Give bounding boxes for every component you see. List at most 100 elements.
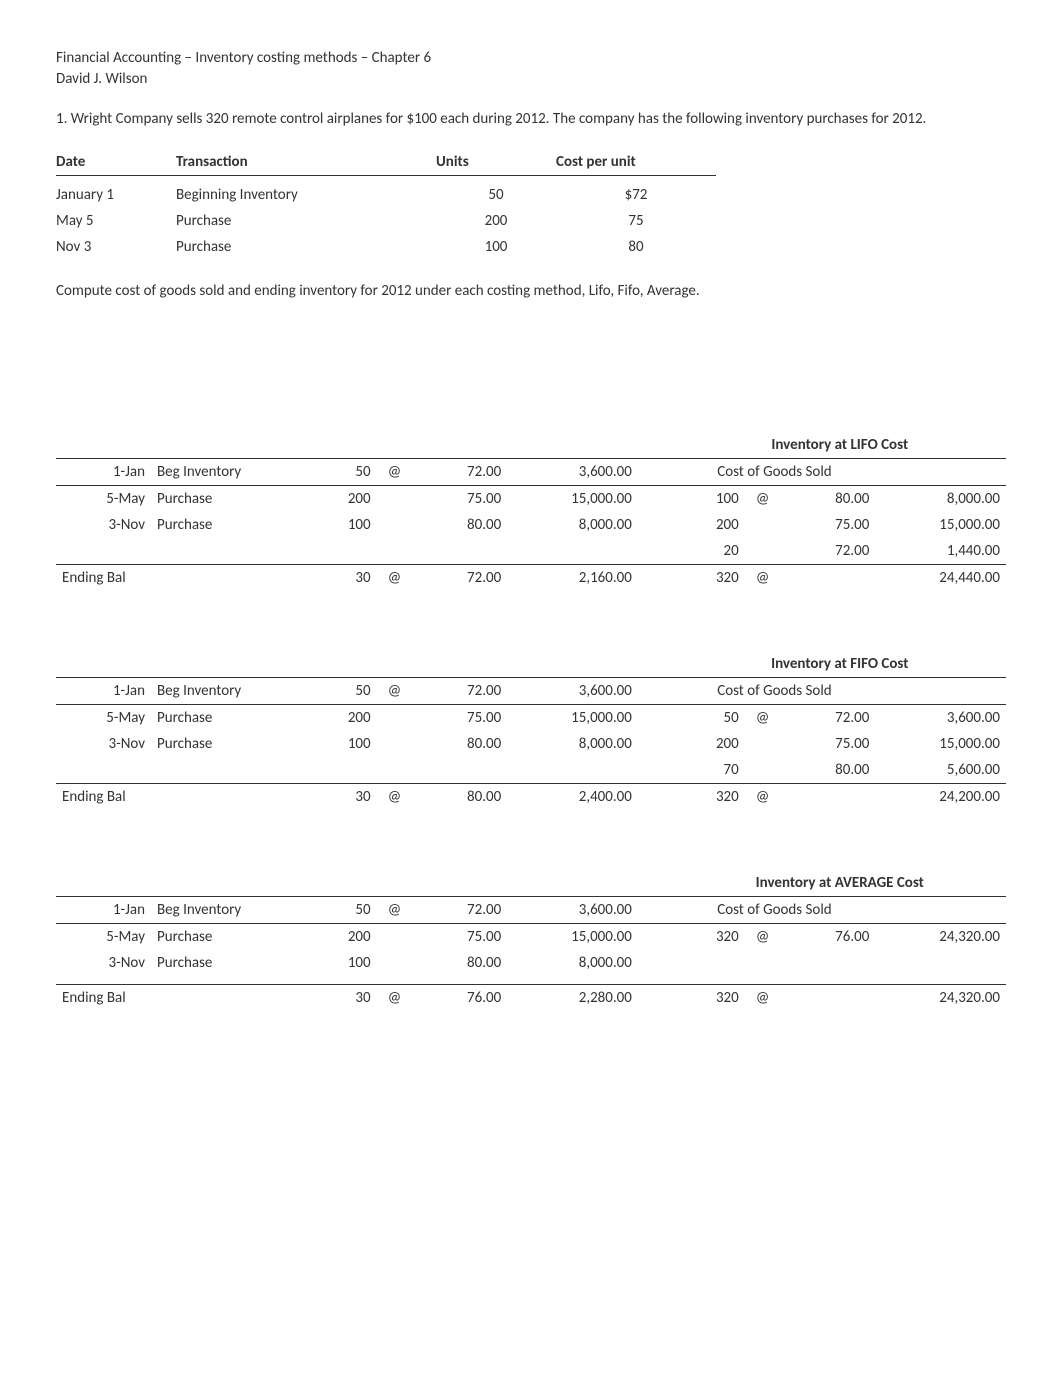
cell-desc: Purchase (151, 731, 305, 757)
cell-ext: 3,600.00 (507, 678, 638, 705)
purchases-header-units: Units (436, 149, 556, 176)
cell-cogs-ext: 15,000.00 (875, 731, 1006, 757)
ending-label: Ending Bal (56, 985, 305, 1012)
cell-cogs-at: @ (745, 486, 781, 513)
cell-cogs-units: 50 (674, 705, 745, 732)
purchases-header-transaction: Transaction (176, 149, 436, 176)
cell-cogs-ext: 24,320.00 (875, 924, 1006, 951)
cell-cogs-price: 80.00 (780, 757, 875, 784)
ending-ext: 2,400.00 (507, 784, 638, 811)
cell-price: 80.00 (412, 950, 507, 976)
purchases-cell-units: 50 (436, 175, 556, 208)
cell-units: 50 (305, 678, 376, 705)
cell-cogs-at (745, 731, 781, 757)
cell-cogs-at (745, 950, 781, 976)
cell-date: 3-Nov (56, 731, 151, 757)
cell-desc: Purchase (151, 924, 305, 951)
cell-cogs-ext: 15,000.00 (875, 512, 1006, 538)
cell-cogs-at (745, 757, 781, 784)
ending-price: 72.00 (412, 565, 507, 592)
cell-desc: Purchase (151, 950, 305, 976)
cell-cogs-ext: 3,600.00 (875, 705, 1006, 732)
cell-cogs-price: 75.00 (780, 512, 875, 538)
purchases-cell-transaction: Beginning Inventory (176, 175, 436, 208)
cell-ext: 3,600.00 (507, 459, 638, 486)
ending-units: 30 (305, 784, 376, 811)
cell-date: 1-Jan (56, 897, 151, 924)
purchases-header-cpu: Cost per unit (556, 149, 716, 176)
purchases-cell-date: May 5 (56, 208, 176, 234)
cell-cogs-ext: 5,600.00 (875, 757, 1006, 784)
cell-cogs-units: 200 (674, 731, 745, 757)
cell-at (377, 950, 413, 976)
cell-ext: 15,000.00 (507, 924, 638, 951)
cell-price: 75.00 (412, 486, 507, 513)
ending-label: Ending Bal (56, 565, 305, 592)
cell-at (377, 705, 413, 732)
purchases-row: May 5 Purchase 200 75 (56, 208, 716, 234)
compute-note: Compute cost of goods sold and ending in… (56, 280, 1006, 303)
cell-price: 75.00 (412, 924, 507, 951)
cell-at: @ (377, 897, 413, 924)
ending-cogs-price (780, 565, 875, 592)
cell-desc: Purchase (151, 705, 305, 732)
cell-units: 200 (305, 924, 376, 951)
ending-cogs-units: 320 (674, 784, 745, 811)
cell-cogs-units: 100 (674, 486, 745, 513)
ending-cogs-ext: 24,320.00 (875, 985, 1006, 1012)
doc-header-line2: David J. Wilson (56, 69, 1006, 90)
ending-cogs-units: 320 (674, 565, 745, 592)
cell-cogs-price: 76.00 (780, 924, 875, 951)
cell-desc: Purchase (151, 486, 305, 513)
cell-cogs-units: 320 (674, 924, 745, 951)
cell-at (377, 924, 413, 951)
cell-units: 200 (305, 705, 376, 732)
cell-units: 100 (305, 950, 376, 976)
purchases-header-date: Date (56, 149, 176, 176)
ending-cogs-at: @ (745, 565, 781, 592)
cell-ext: 8,000.00 (507, 512, 638, 538)
cell-desc: Beg Inventory (151, 678, 305, 705)
ending-cogs-at: @ (745, 985, 781, 1012)
cogs-label: Cost of Goods Sold (674, 678, 876, 705)
avg-section: Inventory at AVERAGE Cost 1-Jan Beg Inve… (56, 870, 1006, 1011)
cell-cogs-ext: 1,440.00 (875, 538, 1006, 565)
avg-title: Inventory at AVERAGE Cost (674, 870, 1007, 897)
purchases-cell-cpu: 80 (556, 234, 716, 260)
ending-ext: 2,280.00 (507, 985, 638, 1012)
ending-cogs-ext: 24,440.00 (875, 565, 1006, 592)
purchases-cell-transaction: Purchase (176, 208, 436, 234)
fifo-table: Inventory at FIFO Cost 1-Jan Beg Invento… (56, 651, 1006, 810)
purchases-cell-cpu: 75 (556, 208, 716, 234)
cell-ext: 15,000.00 (507, 705, 638, 732)
lifo-title: Inventory at LIFO Cost (674, 432, 1007, 459)
cell-desc: Purchase (151, 512, 305, 538)
cell-date: 1-Jan (56, 459, 151, 486)
ending-cogs-price (780, 784, 875, 811)
cell-cogs-at: @ (745, 705, 781, 732)
cell-ext: 3,600.00 (507, 897, 638, 924)
ending-cogs-price (780, 985, 875, 1012)
fifo-title: Inventory at FIFO Cost (674, 651, 1007, 678)
cell-price: 72.00 (412, 897, 507, 924)
lifo-table: Inventory at LIFO Cost 1-Jan Beg Invento… (56, 432, 1006, 591)
ending-at: @ (377, 985, 413, 1012)
purchases-cell-units: 100 (436, 234, 556, 260)
avg-table: Inventory at AVERAGE Cost 1-Jan Beg Inve… (56, 870, 1006, 1011)
purchases-cell-units: 200 (436, 208, 556, 234)
fifo-section: Inventory at FIFO Cost 1-Jan Beg Invento… (56, 651, 1006, 810)
ending-price: 80.00 (412, 784, 507, 811)
cell-ext: 8,000.00 (507, 950, 638, 976)
lifo-section: Inventory at LIFO Cost 1-Jan Beg Invento… (56, 432, 1006, 591)
cell-date: 5-May (56, 924, 151, 951)
cell-price: 80.00 (412, 731, 507, 757)
cell-ext: 15,000.00 (507, 486, 638, 513)
cell-units: 50 (305, 459, 376, 486)
cell-cogs-at (745, 538, 781, 565)
cell-cogs-ext (875, 950, 1006, 976)
purchases-cell-cpu: $72 (556, 175, 716, 208)
purchases-cell-date: January 1 (56, 175, 176, 208)
purchases-table: Date Transaction Units Cost per unit Jan… (56, 149, 716, 260)
cell-cogs-units (674, 950, 745, 976)
ending-cogs-ext: 24,200.00 (875, 784, 1006, 811)
